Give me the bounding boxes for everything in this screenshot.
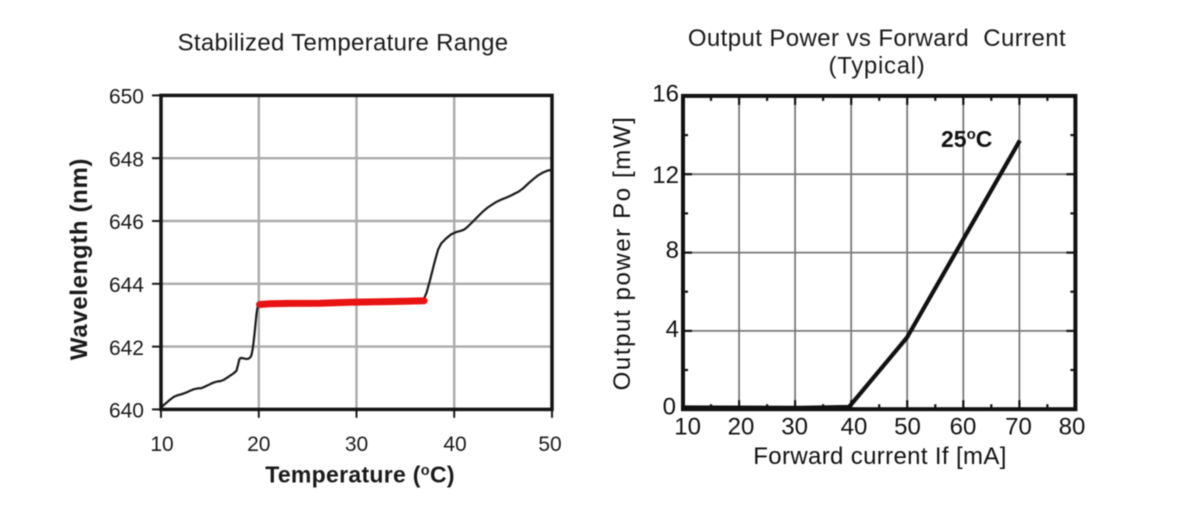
- svg-text:644: 644: [109, 274, 144, 297]
- svg-text:70: 70: [1005, 414, 1032, 441]
- svg-text:8: 8: [666, 237, 679, 264]
- svg-text:40: 40: [443, 433, 466, 456]
- svg-text:Stabilized Temperature Range: Stabilized Temperature Range: [178, 30, 509, 57]
- svg-text:(Typical): (Typical): [829, 53, 926, 80]
- svg-text:40: 40: [841, 414, 868, 441]
- svg-text:20: 20: [728, 414, 755, 441]
- svg-text:Output power Po [mW]: Output power Po [mW]: [609, 116, 636, 391]
- svg-text:16: 16: [652, 81, 679, 108]
- svg-text:Output Power vs Forward Curre: Output Power vs Forward Current: [688, 25, 1066, 52]
- svg-text:50: 50: [538, 433, 561, 456]
- svg-text:30: 30: [781, 414, 808, 441]
- svg-text:50: 50: [894, 414, 921, 441]
- svg-text:20: 20: [247, 433, 270, 456]
- svg-text:0: 0: [663, 394, 676, 421]
- svg-text:10: 10: [674, 414, 701, 441]
- svg-text:4: 4: [666, 316, 679, 343]
- svg-text:650: 650: [109, 86, 144, 109]
- svg-text:30: 30: [345, 433, 368, 456]
- svg-text:12: 12: [652, 162, 679, 189]
- svg-text:646: 646: [109, 211, 144, 234]
- svg-text:Wavelength (nm): Wavelength (nm): [66, 158, 93, 360]
- svg-text:80: 80: [1059, 414, 1086, 441]
- svg-text:Forward current If [mA]: Forward current If [mA]: [753, 443, 1006, 470]
- svg-text:648: 648: [109, 148, 144, 171]
- svg-text:60: 60: [950, 414, 977, 441]
- svg-text:642: 642: [109, 337, 144, 360]
- svg-text:10: 10: [150, 433, 173, 456]
- svg-text:640: 640: [109, 400, 144, 423]
